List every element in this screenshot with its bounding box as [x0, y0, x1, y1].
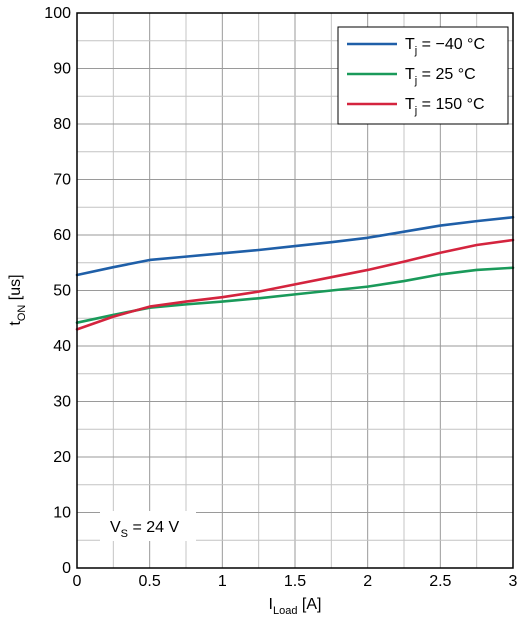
- y-axis-title: tON [us]: [7, 274, 28, 325]
- x-tick-label: 0: [73, 573, 82, 590]
- y-tick-label: 100: [44, 5, 71, 22]
- legend-label-3: Tj = 150 °C: [405, 96, 485, 117]
- y-tick-label: 50: [53, 283, 71, 300]
- y-tick-label: 70: [53, 172, 71, 189]
- annotation-box: [100, 511, 196, 541]
- legend-label-2: Tj = 25 °C: [405, 66, 476, 87]
- series-line-1: [75, 215, 515, 277]
- annotation: VS = 24 V: [100, 511, 196, 541]
- y-tick-label: 40: [53, 338, 71, 355]
- x-tick-label: 3: [509, 573, 518, 590]
- x-tick-label: 2: [363, 573, 372, 590]
- y-tick-label: 0: [62, 560, 71, 577]
- y-tick-label: 30: [53, 394, 71, 411]
- plot-frame: [76, 12, 514, 569]
- legend-label-1: Tj = −40 °C: [405, 36, 485, 57]
- x-tick-labels: 0 0.5 1 1.5 2 2.5 3: [73, 573, 518, 590]
- series-line-3: [75, 238, 515, 331]
- x-tick-label: 0.5: [139, 573, 161, 590]
- legend: Tj = −40 °C Tj = 25 °C Tj = 150 °C: [337, 26, 509, 125]
- series-layer: [75, 215, 515, 331]
- x-axis-title: ILoad [A]: [269, 596, 322, 617]
- y-tick-label: 60: [53, 227, 71, 244]
- y-tick-label: 80: [53, 116, 71, 133]
- y-tick-label: 90: [53, 61, 71, 78]
- x-tick-label: 1: [218, 573, 227, 590]
- annotation-label: VS = 24 V: [110, 519, 179, 540]
- x-tick-label: 2.5: [429, 573, 451, 590]
- y-tick-label: 10: [53, 505, 71, 522]
- x-tick-label: 1.5: [284, 573, 306, 590]
- y-tick-label: 20: [53, 449, 71, 466]
- legend-box: [337, 26, 509, 125]
- y-tick-labels: 0 10 20 30 40 50 60 70 80 90 100: [44, 5, 71, 577]
